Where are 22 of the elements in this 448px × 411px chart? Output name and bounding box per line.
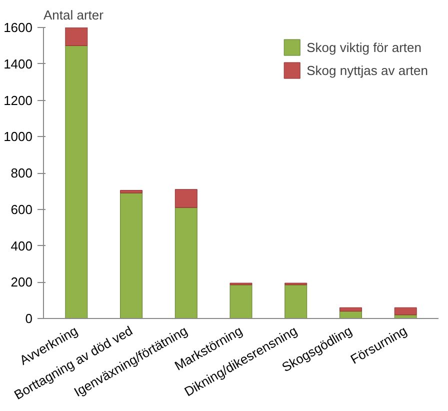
bar [394,307,417,316]
bar [284,284,308,318]
bar [340,307,362,312]
legend-label: Skog nyttjas av arten [306,62,428,78]
y-tick-label: 400 [10,238,33,254]
bar [65,28,88,46]
bar [174,207,198,318]
y-tick-label: 200 [10,274,33,290]
bar [174,189,198,208]
bar [120,190,142,194]
y-tick-label: 1200 [4,92,32,108]
y-tick-label: 0 [25,311,33,326]
y-axis-title: Antal arter [44,8,104,22]
legend-label: Skog viktig för arten [306,40,422,54]
bar [120,192,142,318]
y-tick-label: 600 [10,202,33,217]
y-tick-label: 1000 [4,129,32,144]
bar [65,45,88,318]
bar [230,284,252,318]
y-tick-label: 1400 [4,56,32,72]
y-tick-label: 1600 [4,20,32,35]
y-tick-label: 800 [10,166,33,180]
